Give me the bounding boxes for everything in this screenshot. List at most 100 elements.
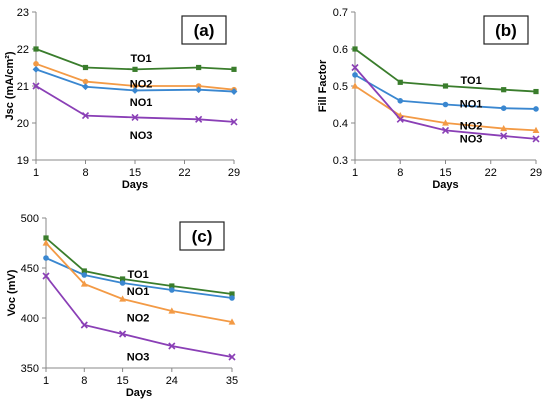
series-label-NO1: NO1 <box>127 286 150 298</box>
data-point-NO1-8 <box>81 272 88 278</box>
panel-tag: (a) <box>194 21 215 40</box>
x-marker-stroke <box>532 135 540 143</box>
data-point-NO2-1 <box>42 239 50 246</box>
data-point-NO2-8 <box>80 280 88 287</box>
data-point-NO3-35 <box>228 353 236 361</box>
y-axis-label: Voc (mV) <box>6 269 18 316</box>
data-point-TO1-35 <box>229 291 235 297</box>
data-point-NO2-24 <box>195 83 202 89</box>
series-label-NO1: NO1 <box>130 97 153 109</box>
data-point-NO3-29 <box>230 118 238 126</box>
data-point-NO3-24 <box>500 132 508 140</box>
data-point-TO1-8 <box>81 268 87 274</box>
data-point-NO3-8 <box>80 321 88 329</box>
series-label-TO1: TO1 <box>461 75 482 87</box>
data-point-NO3-15 <box>119 330 127 338</box>
x-marker-stroke <box>131 113 139 122</box>
data-point-NO3-8 <box>81 112 90 120</box>
data-point-NO2-1 <box>351 82 359 89</box>
y-tick-label: 21 <box>17 81 29 93</box>
x-tick-label: 15 <box>439 167 451 179</box>
data-point-NO2-1 <box>33 61 39 67</box>
panel-tag: (b) <box>495 21 517 40</box>
chart-panel-1: 19 20 21 22 23 1 8 15 22 29 Days Jsc (mA/cm²) (a) TO1… <box>4 7 240 191</box>
data-point-NO1-15 <box>442 101 449 108</box>
data-point-TO1-24 <box>501 87 507 93</box>
panel-tag-box <box>483 15 529 45</box>
x-tick-label: 22 <box>485 167 497 179</box>
x-marker-stroke <box>168 342 176 350</box>
data-point-TO1-29 <box>533 88 539 95</box>
data-point-TO1-1 <box>43 235 49 241</box>
y-tick-label: 450 <box>21 263 39 275</box>
data-point-NO3-8 <box>396 115 404 123</box>
x-tick-label: 24 <box>166 375 178 387</box>
data-point-TO1-8 <box>82 64 89 71</box>
data-point-NO2-24 <box>168 307 176 314</box>
chart-panel-2: 0.3 0.4 0.5 0.6 0.7 1 8 15 22 29 Days Fill Factor (b… <box>317 7 542 191</box>
series-label-NO3: NO3 <box>460 134 483 146</box>
data-point-NO2-29 <box>532 126 540 133</box>
data-point-NO3-1 <box>32 82 40 90</box>
data-point-TO1-1 <box>352 46 358 52</box>
x-tick-label: 29 <box>228 167 240 179</box>
data-point-NO1-8 <box>82 83 89 91</box>
data-point-NO1-15 <box>131 87 139 94</box>
series-label-TO1: TO1 <box>130 53 151 65</box>
series-line-NO2 <box>45 242 233 323</box>
x-tick-label: 1 <box>43 375 49 387</box>
x-marker-stroke <box>396 115 404 123</box>
y-tick-label: 0.6 <box>333 44 348 56</box>
y-axis-label: Fill Factor <box>317 59 329 112</box>
x-marker-stroke <box>119 330 127 338</box>
x-marker-stroke <box>500 132 508 140</box>
x-marker-stroke <box>230 118 238 126</box>
x-tick-label: 35 <box>226 375 238 387</box>
x-tick-label: 8 <box>82 167 88 179</box>
data-point-NO3-15 <box>131 113 139 122</box>
data-point-TO1-29 <box>231 66 237 72</box>
data-point-NO1-24 <box>195 86 203 94</box>
x-tick-label: 15 <box>116 375 128 387</box>
y-tick-label: 20 <box>17 118 29 130</box>
series-label-NO3: NO3 <box>127 351 150 363</box>
series-label-TO1: TO1 <box>128 269 149 281</box>
panel-tag-box <box>179 221 225 251</box>
y-tick-label: 500 <box>21 213 39 225</box>
data-point-NO2-35 <box>228 318 236 325</box>
y-tick-label: 0.7 <box>333 7 348 19</box>
data-point-NO2-15 <box>132 83 138 89</box>
x-tick-label: 1 <box>33 167 39 179</box>
data-point-NO3-1 <box>42 272 50 280</box>
y-tick-label: 350 <box>21 363 39 375</box>
y-axis-label: Jsc (mA/cm²) <box>4 51 16 120</box>
x-tick-label: 22 <box>178 167 190 179</box>
panel-tag-box <box>181 15 227 45</box>
series-label-NO2: NO2 <box>130 78 153 90</box>
series-label-NO1: NO1 <box>460 99 483 111</box>
data-point-NO2-15 <box>119 295 126 302</box>
y-tick-label: 19 <box>17 155 29 167</box>
data-point-NO1-1 <box>352 72 358 78</box>
data-point-NO3-24 <box>195 115 203 123</box>
x-axis-label: Days <box>432 179 458 191</box>
x-tick-label: 15 <box>129 167 141 179</box>
data-point-NO1-29 <box>533 106 539 112</box>
data-point-NO3-15 <box>441 126 450 134</box>
data-point-NO1-1 <box>32 65 40 73</box>
series-label-NO2: NO2 <box>460 120 483 132</box>
y-tick-label: 0.4 <box>333 118 348 130</box>
data-point-TO1-1 <box>33 46 39 52</box>
data-point-NO1-1 <box>43 255 49 261</box>
x-marker-stroke <box>441 126 450 134</box>
data-point-NO1-29 <box>230 88 238 95</box>
y-tick-label: 400 <box>21 313 39 325</box>
data-point-TO1-24 <box>169 283 175 289</box>
x-marker-stroke <box>195 115 203 123</box>
series-label-NO3: NO3 <box>130 130 153 142</box>
chart-panel-3: 350 400 450 500 1 8 15 24 35 Days Voc (mV) (c) TO1 NO… <box>6 213 238 399</box>
x-marker-stroke <box>42 272 50 280</box>
x-marker-stroke <box>81 112 90 120</box>
x-marker-stroke <box>80 321 88 329</box>
